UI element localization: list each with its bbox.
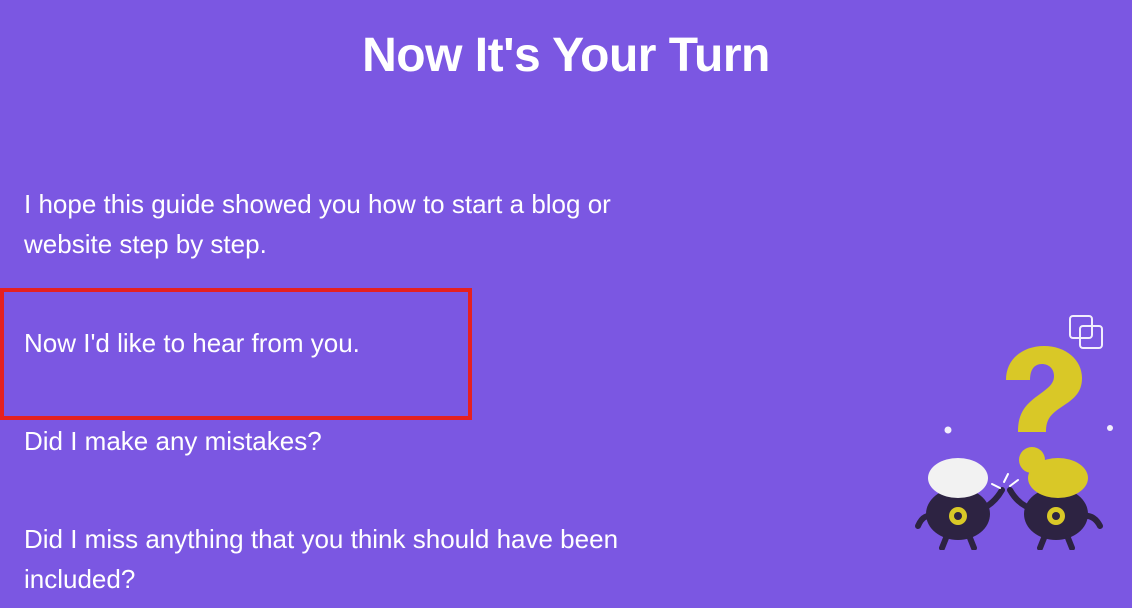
highfive-spark	[992, 474, 1018, 488]
deco-squares-icon	[1070, 316, 1102, 348]
paragraph-4: Did I miss anything that you think shoul…	[24, 519, 664, 600]
sparkle-dot	[1107, 425, 1113, 431]
paragraph-3: Did I make any mistakes?	[24, 421, 664, 461]
paragraph-1: I hope this guide showed you how to star…	[24, 184, 664, 265]
left-character	[918, 458, 1002, 548]
paragraph-2: Now I'd like to hear from you.	[24, 323, 664, 363]
characters-illustration	[910, 310, 1120, 550]
sparkle-dot	[945, 427, 952, 434]
body-content: I hope this guide showed you how to star…	[24, 184, 664, 608]
right-character	[1010, 458, 1100, 548]
page-title: Now It's Your Turn	[0, 0, 1132, 83]
question-mark-icon	[1006, 346, 1082, 473]
